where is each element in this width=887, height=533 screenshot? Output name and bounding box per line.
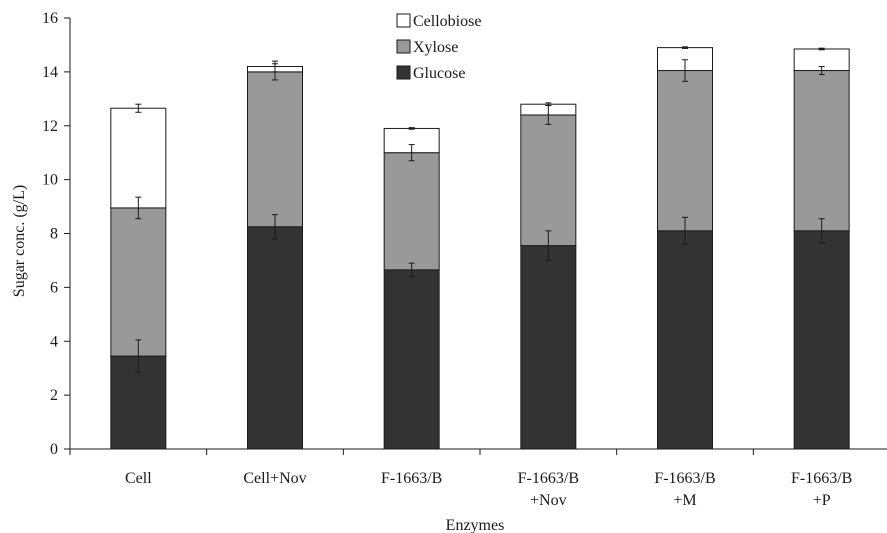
error-bar — [818, 65, 825, 76]
bars-layer — [110, 47, 850, 450]
x-tick-label: +Nov — [530, 492, 567, 509]
x-tick-label: F-1663/B — [654, 470, 715, 487]
error-bar — [135, 196, 142, 220]
error-bar — [408, 144, 415, 162]
bar-segment-xylose — [110, 207, 167, 357]
legend-item-glucose: Glucose — [396, 65, 465, 82]
error-bar — [818, 218, 825, 244]
x-tick-label: F-1663/B — [518, 470, 579, 487]
legend-label: Cellobiose — [413, 13, 481, 30]
error-bar — [545, 102, 552, 107]
legend-label: Glucose — [413, 65, 465, 82]
bar-segment-glucose — [657, 230, 713, 450]
y-tick-label: 10 — [42, 172, 58, 189]
x-tick-label: +P — [813, 492, 831, 509]
y-tick-label: 16 — [42, 10, 58, 27]
x-tick-label: F-1663/B — [381, 470, 442, 487]
y-tick-label: 4 — [50, 333, 58, 350]
error-bars-layer — [135, 46, 825, 373]
x-tick-label: +M — [673, 492, 696, 509]
bar-segment-glucose — [383, 269, 440, 450]
x-tick-label: F-1663/B — [791, 470, 852, 487]
error-bar — [682, 59, 688, 82]
y-axis-label: Sugar conc. (g/L) — [11, 185, 28, 297]
bar-segment-xylose — [793, 70, 850, 232]
legend-swatch — [396, 13, 411, 28]
axes-layer — [69, 18, 887, 450]
error-bar — [272, 214, 278, 240]
error-bar — [408, 127, 415, 130]
bar-segment-xylose — [520, 114, 577, 247]
bar-segment-xylose — [383, 152, 440, 271]
bar-segment-cellobiose — [110, 107, 167, 209]
error-bar — [408, 262, 415, 278]
y-tick-label: 2 — [50, 387, 58, 404]
legend-item-cellobiose: Cellobiose — [396, 13, 481, 30]
bar-segment-xylose — [247, 71, 303, 228]
error-bar — [272, 60, 278, 73]
legend: Cellobiose Xylose Glucose — [396, 13, 481, 82]
error-bar — [682, 216, 688, 245]
bar-segment-glucose — [520, 245, 577, 450]
legend-swatch — [396, 65, 411, 80]
y-tick-label: 14 — [42, 64, 58, 81]
error-bar — [135, 103, 142, 113]
bar-segment-glucose — [247, 226, 303, 450]
legend-label: Xylose — [413, 39, 458, 56]
bar-segment-xylose — [657, 70, 713, 232]
error-bar — [545, 230, 552, 261]
bar-segment-glucose — [793, 230, 850, 450]
x-tick-label: Cell — [125, 470, 152, 487]
x-ticks: Cell Cell+Nov F-1663/B F-1663/B +Nov F-1663/B… — [69, 449, 852, 509]
y-tick-label: 6 — [50, 279, 58, 296]
y-tick-label: 0 — [50, 441, 58, 458]
x-axis-label: Enzymes — [446, 517, 505, 533]
error-bar — [818, 47, 825, 51]
y-tick-label: 12 — [42, 118, 58, 135]
legend-swatch — [396, 39, 411, 54]
error-bar — [682, 46, 688, 49]
legend-item-xylose: Xylose — [396, 39, 458, 56]
error-bar — [135, 339, 142, 373]
y-ticks: 0 2 4 6 8 10 12 14 16 — [42, 10, 70, 458]
y-tick-label: 8 — [50, 226, 58, 243]
x-tick-label: Cell+Nov — [243, 470, 306, 487]
